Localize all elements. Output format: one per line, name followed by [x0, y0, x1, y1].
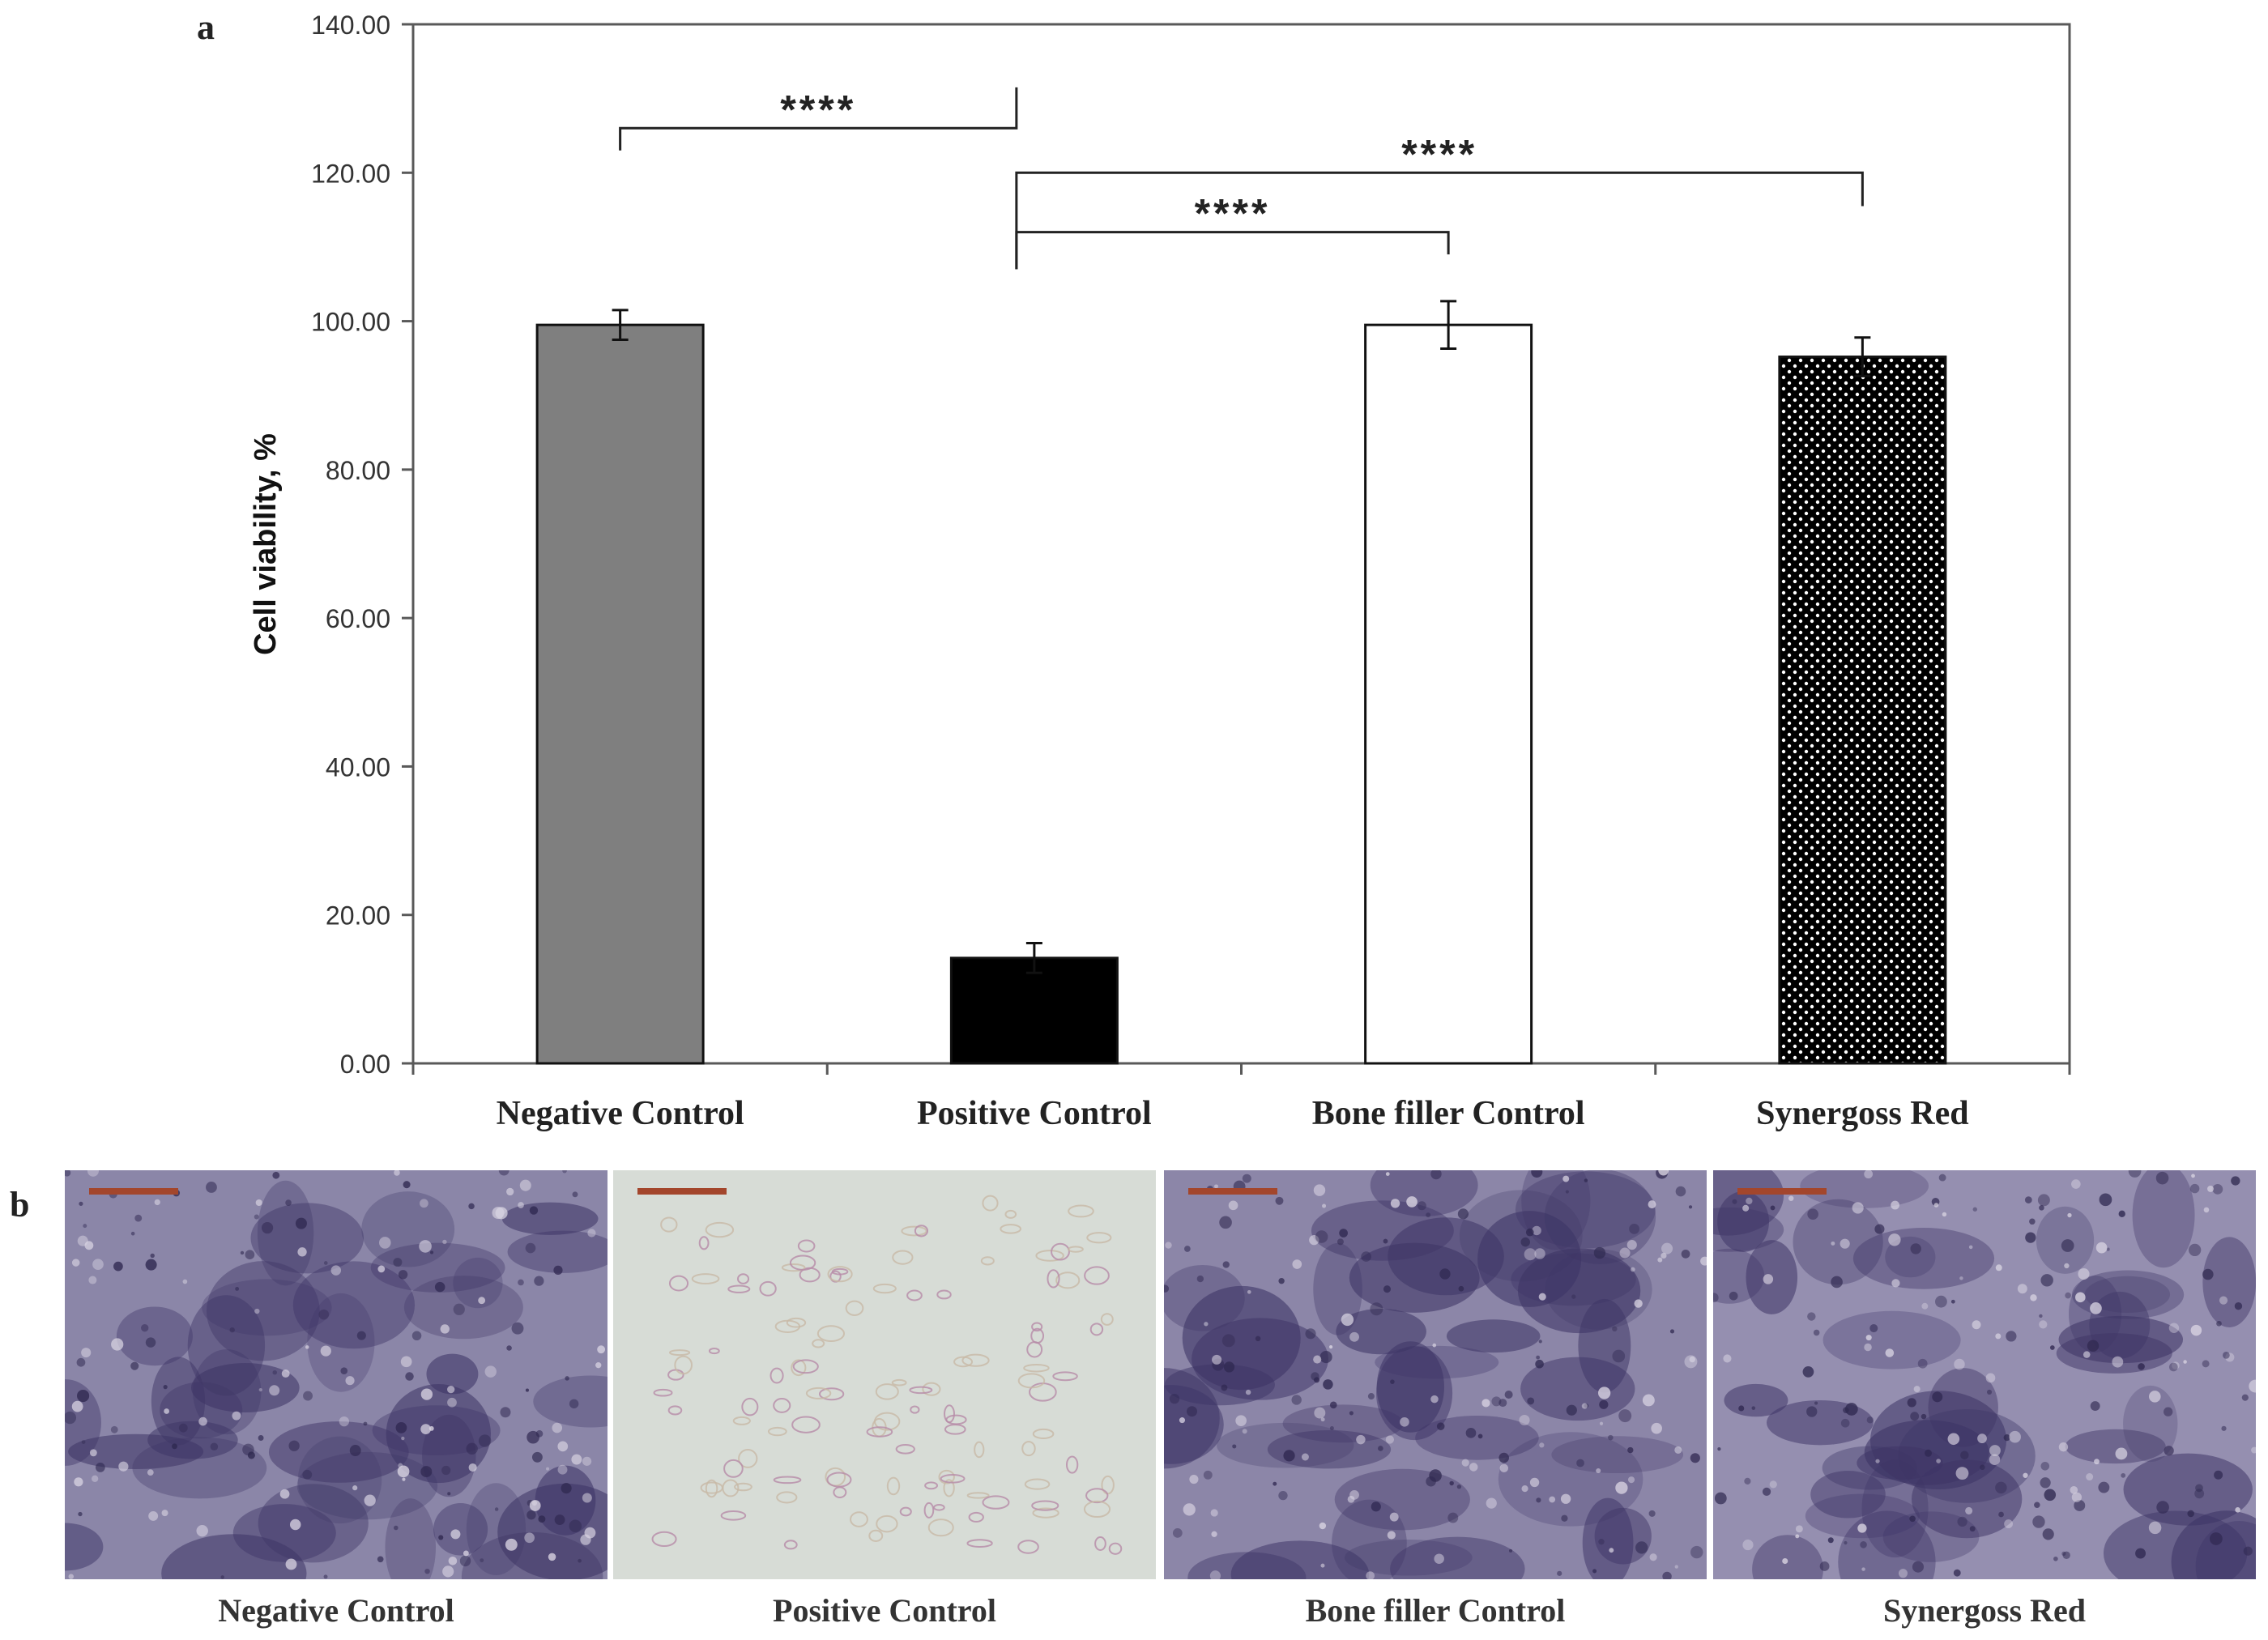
- micrograph-panel: [1164, 1170, 1707, 1579]
- y-axis-label: Cell viability, %: [249, 433, 283, 655]
- significance-bracket: [1015, 231, 1450, 270]
- x-tick-label: Synergoss Red: [1756, 1095, 1969, 1132]
- y-axis: 0.00 20.00 40.00 60.00 80.00 100.00 120.00 140.…: [311, 11, 413, 1079]
- x-tick-label: Bone filler Control: [1312, 1095, 1585, 1132]
- micrograph-image: [1164, 1170, 1707, 1579]
- significance-label: ****: [1195, 191, 1271, 236]
- bar-chart: 0.00 20.00 40.00 60.00 80.00 100.00 120.00 140.…: [249, 11, 2071, 1132]
- micrograph-caption: Bone filler Control: [1305, 1592, 1566, 1629]
- panel-label-a: a: [197, 7, 215, 47]
- micrograph-image: [1713, 1170, 2256, 1579]
- micrograph-panel: [1713, 1170, 2256, 1579]
- x-axis: Negative Control Positive Control Bone fil…: [411, 1063, 2071, 1132]
- significance-bracket: [1015, 171, 1864, 270]
- y-tick-label: 140.00: [311, 11, 390, 40]
- x-tick-label: Negative Control: [497, 1095, 744, 1132]
- significance-bracket: [619, 87, 1018, 151]
- y-tick-label: 0.00: [340, 1050, 390, 1079]
- bars: [535, 323, 1947, 1065]
- bar: [535, 323, 705, 1065]
- micrograph-image: [613, 1170, 1156, 1579]
- micrograph-panel: [613, 1170, 1156, 1579]
- micrograph-caption: Negative Control: [218, 1592, 454, 1629]
- significance-label: ****: [1401, 131, 1477, 177]
- y-tick-label: 20.00: [326, 901, 390, 931]
- y-tick-label: 60.00: [326, 604, 390, 633]
- micrograph-image: [65, 1170, 608, 1579]
- significance-label: ****: [780, 87, 856, 132]
- micrograph-panel: [65, 1170, 608, 1579]
- micrograph-caption: Synergoss Red: [1882, 1592, 2087, 1629]
- panel-label-b: b: [10, 1185, 30, 1225]
- bar: [949, 956, 1119, 1065]
- bar: [1778, 356, 1947, 1065]
- y-tick-label: 80.00: [326, 456, 390, 485]
- y-tick-label: 120.00: [311, 159, 390, 188]
- micrograph-caption: Positive Control: [773, 1592, 996, 1629]
- y-tick-label: 40.00: [326, 752, 390, 782]
- bar: [1364, 323, 1533, 1065]
- significance-brackets: **** **** ****: [619, 87, 1864, 270]
- y-tick-label: 100.00: [311, 308, 390, 337]
- error-bars: [612, 300, 1871, 974]
- x-tick-label: Positive Control: [917, 1095, 1152, 1132]
